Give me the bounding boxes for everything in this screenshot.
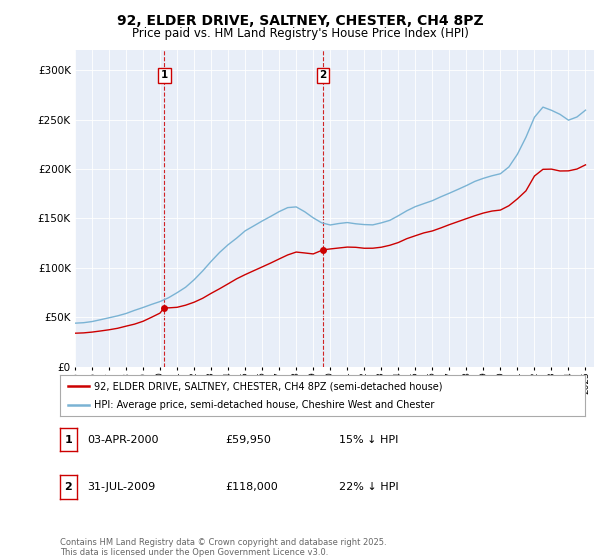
Text: 92, ELDER DRIVE, SALTNEY, CHESTER, CH4 8PZ (semi-detached house): 92, ELDER DRIVE, SALTNEY, CHESTER, CH4 8… [94,381,443,391]
Text: £59,950: £59,950 [225,435,271,445]
Text: 15% ↓ HPI: 15% ↓ HPI [339,435,398,445]
Text: 2: 2 [319,70,327,80]
Text: 22% ↓ HPI: 22% ↓ HPI [339,482,398,492]
Text: 31-JUL-2009: 31-JUL-2009 [87,482,155,492]
Text: HPI: Average price, semi-detached house, Cheshire West and Chester: HPI: Average price, semi-detached house,… [94,400,434,409]
Text: 92, ELDER DRIVE, SALTNEY, CHESTER, CH4 8PZ: 92, ELDER DRIVE, SALTNEY, CHESTER, CH4 8… [116,14,484,28]
Text: 1: 1 [65,435,72,445]
Text: Price paid vs. HM Land Registry's House Price Index (HPI): Price paid vs. HM Land Registry's House … [131,27,469,40]
Text: 1: 1 [161,70,168,80]
Text: £118,000: £118,000 [225,482,278,492]
Text: 03-APR-2000: 03-APR-2000 [87,435,158,445]
Text: Contains HM Land Registry data © Crown copyright and database right 2025.
This d: Contains HM Land Registry data © Crown c… [60,538,386,557]
Text: 2: 2 [65,482,72,492]
